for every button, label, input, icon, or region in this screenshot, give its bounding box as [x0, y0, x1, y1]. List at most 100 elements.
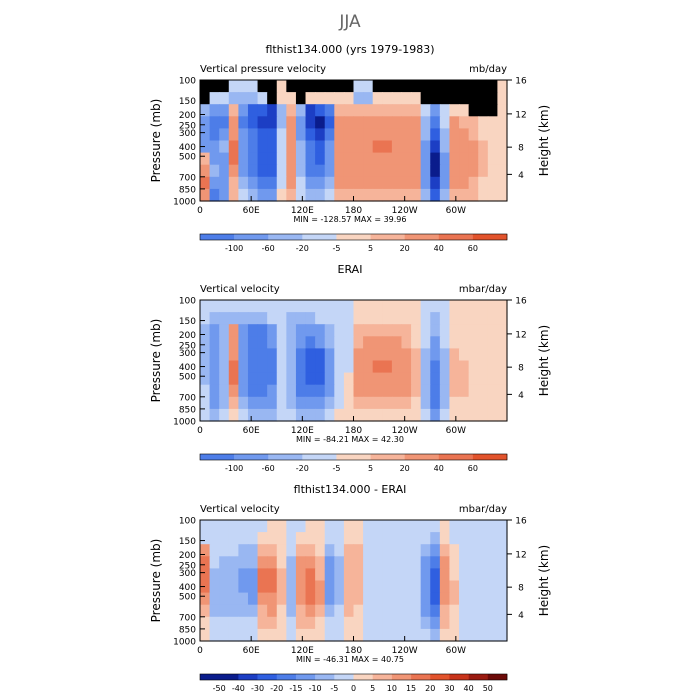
heatmap-cell [228, 592, 239, 606]
x-tick-label: 60E [243, 206, 260, 216]
heatmap-cell [372, 92, 383, 105]
heatmap-cell [267, 152, 278, 166]
heatmap-cell [228, 580, 239, 594]
heatmap-cell [324, 164, 335, 178]
heatmap-cell [459, 396, 470, 410]
heatmap-cell [411, 152, 422, 166]
heatmap-cell [430, 384, 441, 398]
heatmap-cell [267, 348, 278, 362]
heatmap-cell [468, 384, 479, 398]
heatmap-cell [286, 372, 297, 386]
heatmap-cell [497, 80, 508, 93]
heatmap-cell [372, 164, 383, 178]
y-tick-label: 850 [179, 185, 196, 195]
heatmap-cell [238, 396, 249, 410]
heatmap-cell [430, 604, 441, 618]
y2-tick-label: 16 [515, 517, 527, 527]
heatmap-cell [401, 300, 412, 313]
heatmap-cell [257, 164, 268, 178]
heatmap-cell [439, 324, 451, 337]
heatmap-cell [209, 544, 220, 557]
heatmap-cell [324, 324, 335, 337]
x-tick-label: 60E [243, 426, 260, 436]
heatmap-cell [247, 384, 259, 398]
heatmap-cell [209, 104, 220, 117]
heatmap-cell [439, 140, 451, 154]
heatmap-cell [497, 556, 508, 569]
heatmap-cell [228, 336, 239, 349]
colorbar-label: 50 [483, 684, 493, 693]
heatmap-cell [372, 384, 383, 398]
heatmap-cell [276, 128, 287, 142]
colorbar-swatch [238, 674, 258, 680]
heatmap-cell [382, 128, 393, 142]
heatmap-cell [372, 592, 383, 606]
heatmap-cell [459, 336, 470, 349]
heatmap-cell [334, 128, 345, 142]
heatmap-cell [219, 92, 230, 105]
heatmap-cell [497, 176, 508, 190]
heatmap-cell [391, 396, 403, 410]
heatmap-cell [420, 604, 431, 618]
heatmap-cell [420, 348, 431, 362]
colorbar-swatch [302, 234, 337, 240]
heatmap-cell [209, 532, 220, 545]
heatmap-cell [430, 188, 441, 202]
heatmap-cell [257, 92, 268, 105]
heatmap-cell [411, 372, 422, 386]
heatmap-cell [238, 544, 249, 557]
heatmap-cell [382, 384, 393, 398]
heatmap-cell [200, 556, 211, 569]
heatmap-cell [343, 312, 355, 325]
heatmap-cell [295, 188, 307, 202]
heatmap-cell [382, 628, 393, 642]
heatmap-cell [209, 580, 220, 594]
heatmap-cell [478, 520, 489, 533]
heatmap-cell [267, 80, 278, 93]
x-tick-label: 60W [446, 206, 466, 216]
heatmap-cell [200, 544, 211, 557]
heatmap-cell [382, 360, 393, 374]
heatmap-cell [295, 300, 307, 313]
heatmap-cell [334, 592, 345, 606]
heatmap-cell [478, 604, 489, 618]
heatmap-cell [382, 140, 393, 154]
heatmap-cell [276, 116, 287, 129]
heatmap-cell [343, 324, 355, 337]
heatmap-cell [286, 80, 297, 93]
heatmap-cell [391, 92, 403, 105]
heatmap-cell [219, 336, 230, 349]
heatmap-cell [468, 116, 479, 129]
heatmap-cell [382, 348, 393, 362]
y-axis-title: Pressure (mb) [149, 319, 163, 403]
heatmap-cell [257, 520, 268, 533]
colorbar-swatch [268, 454, 303, 460]
heatmap-cell [305, 188, 316, 202]
heatmap-cell [391, 324, 403, 337]
heatmap-cell [228, 176, 239, 190]
heatmap-cell [391, 116, 403, 129]
heatmap-cell [315, 568, 326, 582]
heatmap-cell [391, 140, 403, 154]
heatmap-cell [497, 360, 508, 374]
heatmap-cell [497, 104, 508, 117]
x-tick-label: 120E [291, 206, 314, 216]
heatmap-cell [487, 384, 498, 398]
heatmap-cell [315, 164, 326, 178]
heatmap-cell [200, 188, 211, 202]
heatmap-cell [420, 80, 431, 93]
heatmap-cell [372, 312, 383, 325]
colorbar-label: -20 [296, 464, 309, 473]
heatmap-cell [228, 360, 239, 374]
heatmap-cell [305, 580, 316, 594]
heatmap-cell [449, 348, 460, 362]
heatmap-cell [295, 80, 307, 93]
heatmap-cell [487, 152, 498, 166]
heatmap-cell [209, 628, 220, 642]
heatmap-cell [228, 312, 239, 325]
heatmap-cell [238, 312, 249, 325]
heatmap-cell [305, 604, 316, 618]
heatmap-cell [276, 348, 287, 362]
heatmap-cell [247, 556, 259, 569]
y2-tick-label: 4 [518, 171, 524, 181]
